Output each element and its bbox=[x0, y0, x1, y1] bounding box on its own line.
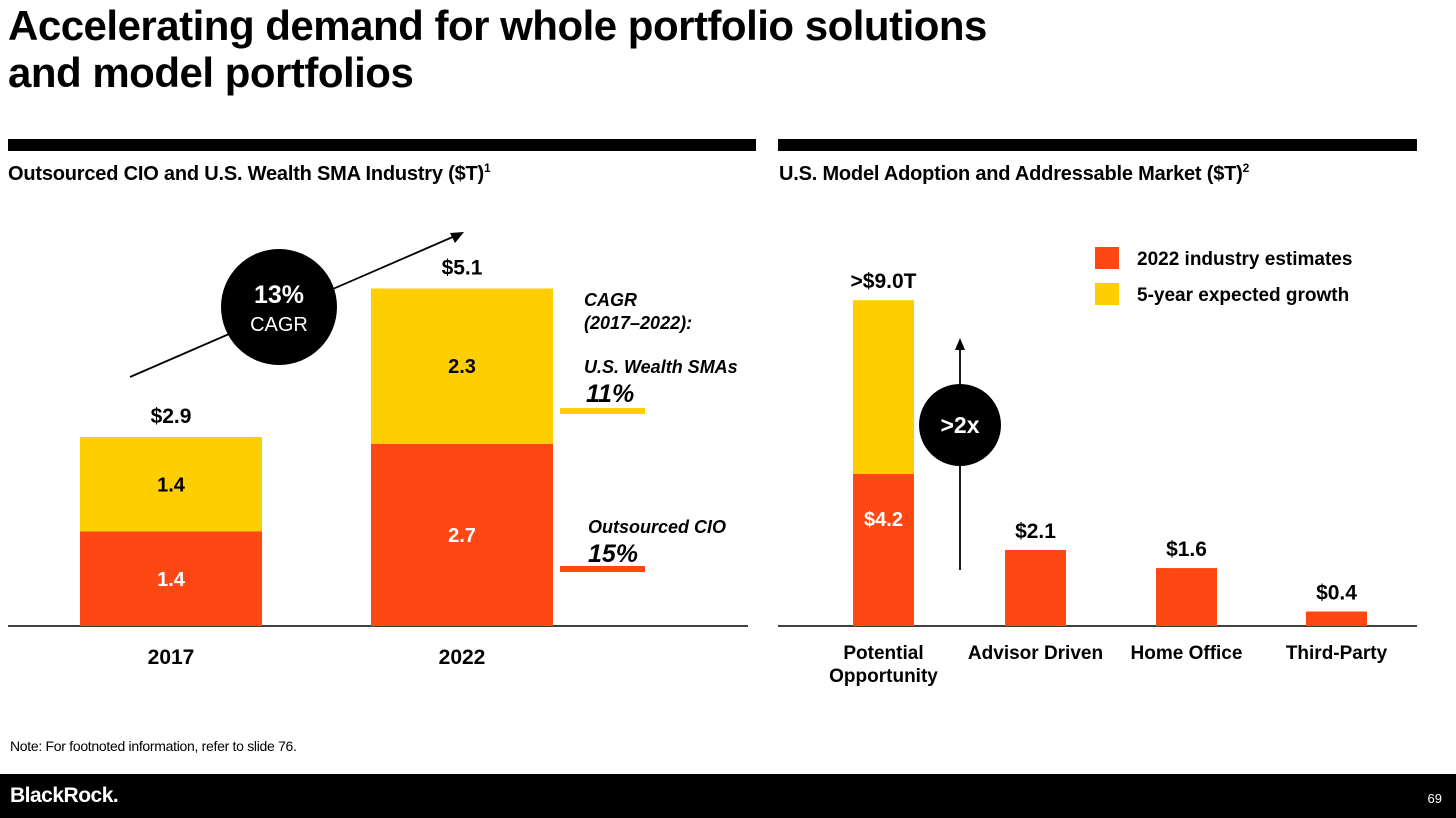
legend-swatch bbox=[1095, 247, 1119, 269]
bar-segment-2022-estimate bbox=[1306, 611, 1367, 626]
legend-label: 2022 industry estimates bbox=[1137, 249, 1352, 270]
trend-arrow-head bbox=[450, 232, 464, 243]
left-section-rule bbox=[8, 139, 756, 151]
cagr-heading: (2017–2022): bbox=[584, 313, 692, 333]
top-value-label: $0.4 bbox=[1316, 582, 1357, 605]
bar-segment-expected-growth bbox=[853, 300, 914, 474]
slide-title-line-1: Accelerating demand for whole portfolio … bbox=[8, 2, 987, 49]
cagr-series-value: 15% bbox=[588, 540, 638, 568]
footer-bar: BlackRock. 69 bbox=[0, 774, 1456, 818]
growth-badge-label: >2x bbox=[940, 412, 979, 438]
slide-title: Accelerating demand for whole portfolio … bbox=[8, 2, 987, 96]
right-chart-title: U.S. Model Adoption and Addressable Mark… bbox=[779, 161, 1250, 185]
cagr-series-name: U.S. Wealth SMAs bbox=[584, 357, 738, 377]
inner-value-label: $4.2 bbox=[864, 509, 903, 531]
legend-swatch bbox=[1095, 283, 1119, 305]
cagr-badge-value: 13% bbox=[254, 281, 304, 309]
growth-arrow-head bbox=[955, 338, 965, 350]
page-number: 69 bbox=[1427, 791, 1442, 806]
blackrock-logo: BlackRock. bbox=[10, 784, 119, 807]
top-value-label: >$9.0T bbox=[851, 270, 917, 293]
cagr-badge bbox=[221, 249, 337, 365]
bar-segment-2022-estimate bbox=[1156, 568, 1217, 626]
cagr-badge-label: CAGR bbox=[250, 314, 308, 336]
category-label: 2017 bbox=[148, 646, 195, 669]
category-label: Potential bbox=[843, 643, 923, 664]
category-label: Third-Party bbox=[1286, 643, 1388, 664]
data-label: 1.4 bbox=[157, 474, 186, 496]
cagr-series-name: Outsourced CIO bbox=[588, 517, 726, 537]
cagr-series-value: 11% bbox=[586, 380, 634, 408]
top-value-label: $1.6 bbox=[1166, 538, 1207, 561]
category-label: Opportunity bbox=[829, 666, 938, 687]
bar-segment-2022-estimate bbox=[853, 473, 914, 626]
footnote-marker: 2 bbox=[1242, 161, 1250, 175]
data-label: 1.4 bbox=[157, 569, 186, 591]
category-label: Advisor Driven bbox=[968, 643, 1103, 664]
total-label: $2.9 bbox=[151, 405, 192, 428]
footnote-marker: 1 bbox=[484, 161, 491, 175]
legend-label: 5-year expected growth bbox=[1137, 285, 1349, 306]
category-label: Home Office bbox=[1131, 643, 1243, 664]
left-chart: 1.4 1.4 $2.9 2017 2.7 2.3 $5.1 2022 13% CAGR CAGR (… bbox=[8, 232, 748, 669]
cagr-heading: CAGR bbox=[584, 290, 637, 310]
cagr-series-marker bbox=[560, 566, 645, 572]
right-section-rule bbox=[778, 139, 1417, 151]
slide-title-line-2: and model portfolios bbox=[8, 49, 414, 96]
bar-segment-us-wealth-smas bbox=[80, 437, 262, 532]
data-label: 2.7 bbox=[448, 525, 476, 547]
total-label: $5.1 bbox=[442, 257, 483, 280]
data-label: 2.3 bbox=[448, 356, 476, 378]
footnote-note: Note: For footnoted information, refer t… bbox=[10, 738, 297, 754]
bar-segment-us-wealth-smas bbox=[371, 288, 553, 444]
category-label: 2022 bbox=[439, 646, 486, 669]
growth-badge bbox=[919, 384, 1001, 466]
bar-segment-2022-estimate bbox=[1005, 549, 1066, 626]
left-chart-title: Outsourced CIO and U.S. Wealth SMA Indus… bbox=[8, 161, 491, 185]
cagr-series-marker bbox=[560, 408, 645, 414]
bar-segment-outsourced-cio bbox=[80, 531, 262, 626]
bar-segment-outsourced-cio bbox=[371, 443, 553, 626]
top-value-label: $2.1 bbox=[1015, 520, 1056, 543]
